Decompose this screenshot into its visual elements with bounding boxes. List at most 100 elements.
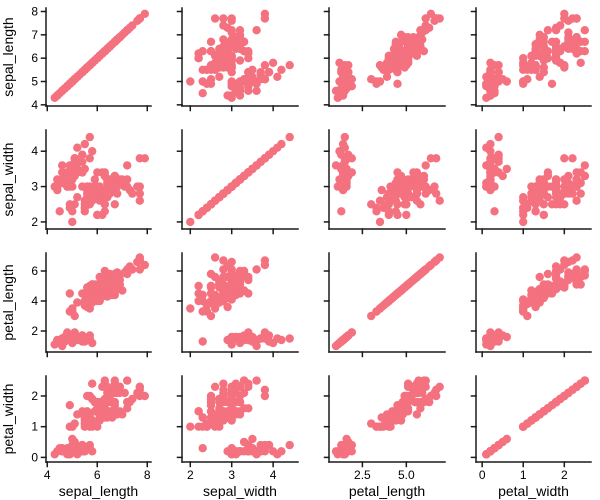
- data-point: [128, 21, 137, 30]
- data-point: [337, 207, 346, 216]
- y-tick-label: 6: [31, 264, 38, 278]
- subplot-sepal_length-vs-petal_length: [307, 0, 454, 122]
- data-point: [210, 410, 220, 419]
- data-point: [543, 269, 553, 279]
- data-point: [88, 193, 97, 202]
- data-point: [519, 301, 528, 310]
- data-point: [215, 193, 224, 202]
- data-point: [65, 79, 75, 89]
- data-point: [227, 56, 236, 65]
- data-point: [256, 447, 265, 456]
- data-point: [421, 14, 430, 23]
- data-point: [435, 196, 444, 205]
- data-point: [260, 154, 270, 163]
- data-point: [244, 275, 253, 285]
- data-point: [227, 382, 236, 391]
- data-point: [244, 49, 253, 58]
- data-point: [414, 376, 423, 385]
- data-point: [140, 391, 149, 401]
- data-point: [568, 189, 577, 198]
- data-point: [490, 182, 499, 191]
- subplot-sepal_width-vs-sepal_width: [160, 122, 307, 245]
- data-point: [393, 200, 402, 209]
- data-point: [572, 49, 581, 58]
- data-point: [543, 26, 553, 35]
- data-point: [239, 77, 249, 86]
- data-point: [90, 175, 100, 184]
- data-point: [580, 161, 589, 170]
- subplot-canvas-petal_length-vs-petal_width: [470, 252, 592, 358]
- data-point: [539, 68, 548, 77]
- data-point: [53, 182, 62, 191]
- data-point: [248, 434, 257, 444]
- data-point: [519, 207, 528, 216]
- data-point: [227, 26, 236, 35]
- subplot-petal_length-vs-sepal_length: 2 4 6 petal_length: [0, 245, 160, 368]
- data-point: [227, 265, 236, 274]
- data-point: [244, 289, 253, 298]
- data-point: [486, 139, 495, 149]
- data-point: [338, 77, 348, 86]
- data-point: [347, 440, 356, 450]
- data-point: [206, 311, 216, 321]
- data-point: [252, 86, 261, 96]
- data-point: [210, 382, 220, 391]
- data-point: [215, 280, 224, 289]
- subplot-sepal_length-vs-sepal_width: [160, 0, 307, 122]
- y-tick-label: 5: [31, 75, 38, 89]
- data-point: [260, 60, 270, 70]
- y-tick-label: 7: [31, 28, 38, 42]
- data-point: [490, 207, 499, 216]
- data-point: [123, 376, 132, 385]
- data-point: [421, 21, 430, 30]
- data-point: [531, 207, 540, 216]
- data-point: [560, 391, 569, 401]
- data-point: [486, 70, 495, 79]
- data-point: [523, 419, 532, 428]
- subplot-canvas-sepal_width-vs-petal_length: [323, 129, 446, 235]
- data-point: [543, 168, 553, 177]
- y-tick-label: 2: [31, 324, 38, 338]
- data-point: [70, 311, 79, 321]
- data-point: [219, 385, 228, 394]
- data-point: [219, 256, 228, 265]
- data-point: [135, 182, 144, 191]
- data-point: [403, 56, 413, 65]
- data-point: [210, 272, 220, 282]
- data-point: [239, 388, 249, 398]
- data-point: [58, 86, 67, 96]
- data-point: [123, 404, 132, 413]
- data-point: [73, 298, 82, 307]
- data-point: [65, 200, 75, 209]
- data-point: [382, 72, 392, 82]
- data-point: [85, 413, 95, 422]
- data-point: [410, 397, 420, 407]
- data-point: [256, 70, 265, 79]
- data-point: [95, 410, 104, 419]
- data-point: [135, 189, 144, 198]
- subplot-petal_width-vs-petal_length: 2.5 5.0 petal_length: [307, 368, 454, 500]
- subplot-sepal_width-vs-petal_width: [454, 122, 600, 245]
- data-point: [426, 154, 436, 163]
- data-point: [194, 54, 203, 63]
- data-point: [80, 164, 90, 174]
- data-point: [113, 189, 122, 198]
- data-point: [379, 422, 388, 431]
- data-point: [375, 217, 385, 227]
- data-point: [194, 281, 203, 291]
- data-point: [277, 139, 286, 149]
- data-point: [403, 280, 413, 289]
- subplot-canvas-petal_length-vs-sepal_length: 2 4 6 petal_length: [0, 252, 152, 358]
- data-point: [186, 217, 195, 227]
- data-point: [260, 260, 270, 270]
- data-point: [377, 185, 386, 195]
- data-point: [252, 265, 261, 274]
- data-point: [63, 182, 72, 191]
- data-point: [572, 37, 581, 46]
- data-point: [215, 58, 224, 67]
- data-point: [486, 171, 495, 181]
- data-point: [551, 182, 561, 191]
- data-point: [58, 175, 67, 184]
- subplot-canvas-sepal_width-vs-sepal_width: [176, 129, 299, 235]
- data-point: [535, 51, 544, 60]
